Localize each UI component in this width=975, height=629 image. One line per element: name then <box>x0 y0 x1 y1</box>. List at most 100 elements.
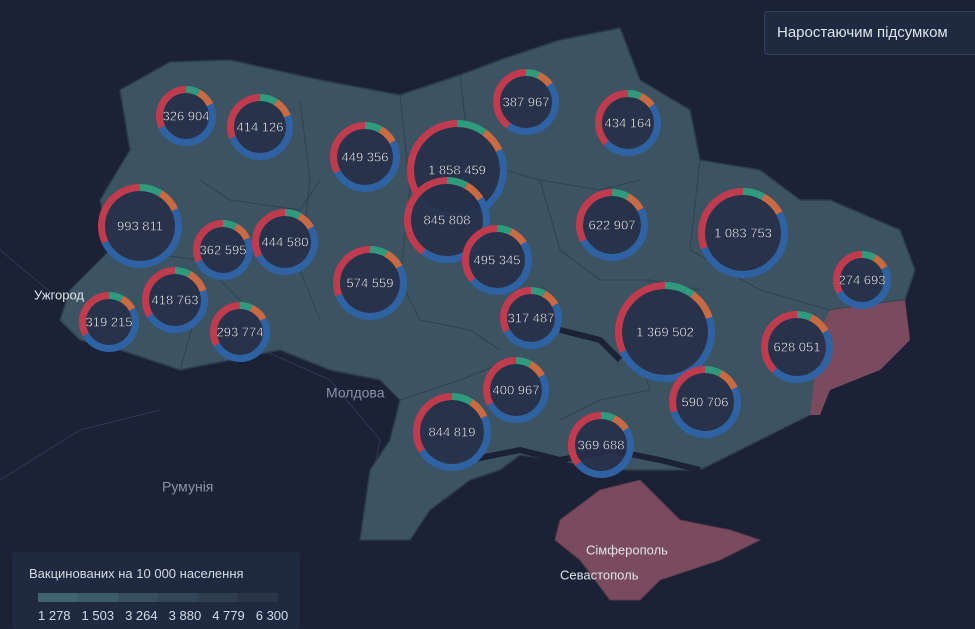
donut-center <box>340 253 400 313</box>
donut-center <box>200 227 246 273</box>
donut-center <box>622 289 708 375</box>
region-donut: 1 083 753 <box>698 188 788 278</box>
donut-segment <box>156 86 216 146</box>
place-label: Румунія <box>162 479 213 495</box>
region-donut: 400 967 <box>483 357 549 423</box>
donut-segment <box>227 94 293 160</box>
donut-segment <box>833 251 891 309</box>
donut-center <box>705 195 781 271</box>
donut-center <box>602 97 654 149</box>
donut-segment <box>413 393 491 471</box>
region-donut: 414 126 <box>227 94 293 160</box>
donut-center <box>840 258 884 302</box>
donut-center <box>234 101 286 153</box>
donut-center <box>575 419 627 471</box>
donut-segment <box>210 302 270 362</box>
region-value: 444 580 <box>262 234 309 249</box>
region-value: 495 345 <box>474 252 521 267</box>
region-value: 369 688 <box>578 437 625 452</box>
region-value: 418 763 <box>152 292 199 307</box>
donut-segment <box>79 292 139 352</box>
region-donut: 845 808 <box>404 177 490 263</box>
donut-segment <box>669 366 741 438</box>
region-value: 319 215 <box>86 314 133 329</box>
legend-ticks: 1 278 1 503 3 264 3 880 4 779 6 300 <box>38 608 288 623</box>
donut-segment <box>493 69 559 135</box>
donut-segment <box>698 188 788 278</box>
donut-center <box>259 216 311 268</box>
donut-center <box>676 373 734 431</box>
donut-segment <box>404 177 490 263</box>
donut-segment <box>333 246 407 320</box>
donut-center <box>86 299 132 345</box>
region-value: 628 051 <box>774 339 821 354</box>
donut-segment <box>404 177 490 263</box>
legend-title: Вакцинованих на 10 000 населення <box>29 566 244 581</box>
legend-tick: 1 503 <box>81 608 115 623</box>
donut-segment <box>462 225 532 295</box>
cumulative-toggle[interactable]: Наростаючим підсумком <box>764 11 975 55</box>
region-value: 326 904 <box>163 108 210 123</box>
region-value: 574 559 <box>347 275 394 290</box>
region-value: 1 369 502 <box>636 324 694 339</box>
region-donut: 317 487 <box>500 287 562 349</box>
region-donut: 622 907 <box>576 189 648 261</box>
donut-center <box>105 191 175 261</box>
region-value: 1 083 753 <box>714 225 772 240</box>
region-donut: 369 688 <box>568 412 634 478</box>
region-value: 387 967 <box>503 94 550 109</box>
donut-segment <box>193 220 253 280</box>
donut-segment <box>615 282 715 382</box>
donut-segment <box>576 189 648 261</box>
donut-center <box>163 93 209 139</box>
region-donut: 844 819 <box>413 393 491 471</box>
donut-segment <box>407 120 507 220</box>
donut-segment <box>210 302 270 362</box>
donut-segment <box>761 311 833 383</box>
donut-segment <box>483 357 549 423</box>
region-value: 400 967 <box>493 382 540 397</box>
donut-segment <box>227 94 293 160</box>
region-value: 434 164 <box>605 115 652 130</box>
legend-tick: 6 300 <box>255 608 289 623</box>
region-value: 317 487 <box>508 310 555 325</box>
region-donut: 434 164 <box>595 90 661 156</box>
donut-segment <box>833 251 891 309</box>
donut-segment <box>595 90 661 156</box>
donut-segment <box>98 184 182 268</box>
donut-center <box>469 232 525 288</box>
region-value: 362 595 <box>200 242 247 257</box>
occupied-east <box>810 300 910 415</box>
donut-center <box>768 318 826 376</box>
donut-segment <box>252 209 318 275</box>
region-value: 590 706 <box>682 394 729 409</box>
legend-scale <box>38 593 278 602</box>
donut-segment <box>333 246 407 320</box>
donut-segment <box>483 357 549 423</box>
region-donut: 418 763 <box>142 267 208 333</box>
donut-segment <box>595 90 661 156</box>
region-donut: 326 904 <box>156 86 216 146</box>
region-donut: 362 595 <box>193 220 253 280</box>
donut-segment <box>462 225 532 295</box>
region-donut: 628 051 <box>761 311 833 383</box>
region-value: 845 808 <box>424 212 471 227</box>
place-label: Ужгород <box>34 287 84 302</box>
region-donut: 293 774 <box>210 302 270 362</box>
region-donut: 387 967 <box>493 69 559 135</box>
donut-segment <box>669 366 741 438</box>
region-value: 449 356 <box>342 149 389 164</box>
region-donut: 590 706 <box>669 366 741 438</box>
donut-segment <box>156 86 216 146</box>
donut-center <box>490 364 542 416</box>
donut-segment <box>761 311 833 383</box>
donut-center <box>507 294 555 342</box>
donut-segment <box>98 184 182 268</box>
region-donut: 449 356 <box>330 122 400 192</box>
donut-center <box>217 309 263 355</box>
region-donut: 993 811 <box>98 184 182 268</box>
region-value: 414 126 <box>237 119 284 134</box>
donut-segment <box>142 267 208 333</box>
